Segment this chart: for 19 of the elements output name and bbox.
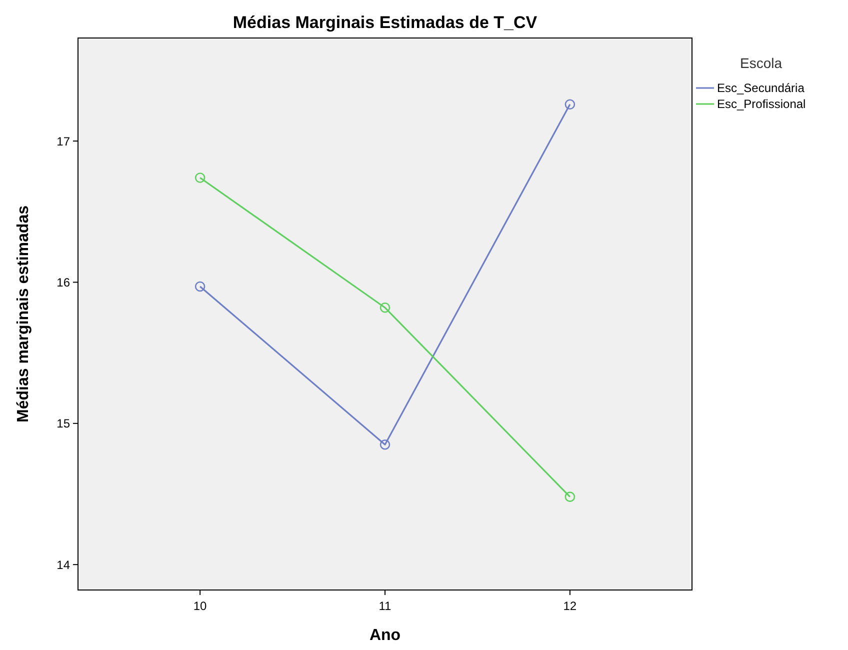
point bbox=[564, 99, 576, 110]
x-tick-label: 12 bbox=[563, 599, 577, 613]
legend-label: Esc_Profissional bbox=[717, 97, 806, 112]
point bbox=[564, 492, 576, 502]
chart-title: Médias Marginais Estimadas de T_CV bbox=[232, 13, 538, 32]
legend-title: Escola bbox=[740, 55, 782, 71]
point bbox=[194, 281, 206, 292]
x-tick-label: 11 bbox=[378, 599, 392, 613]
x-axis-title: Ano bbox=[369, 627, 401, 644]
y-tick-label: 16 bbox=[56, 275, 70, 290]
point bbox=[194, 172, 206, 183]
y-tick-label: 17 bbox=[56, 134, 70, 148]
y-tick-label: 14 bbox=[56, 558, 70, 572]
point bbox=[380, 302, 390, 313]
point bbox=[380, 439, 390, 450]
legend-label: Esc_Secundária bbox=[717, 81, 805, 96]
y-tick-label: 15 bbox=[56, 416, 70, 431]
x-tick-label: 10 bbox=[193, 599, 208, 613]
y-axis-title: Médias marginais estimadas bbox=[15, 205, 32, 422]
